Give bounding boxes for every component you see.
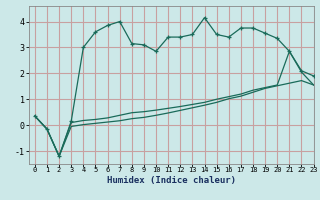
X-axis label: Humidex (Indice chaleur): Humidex (Indice chaleur) [107,176,236,185]
